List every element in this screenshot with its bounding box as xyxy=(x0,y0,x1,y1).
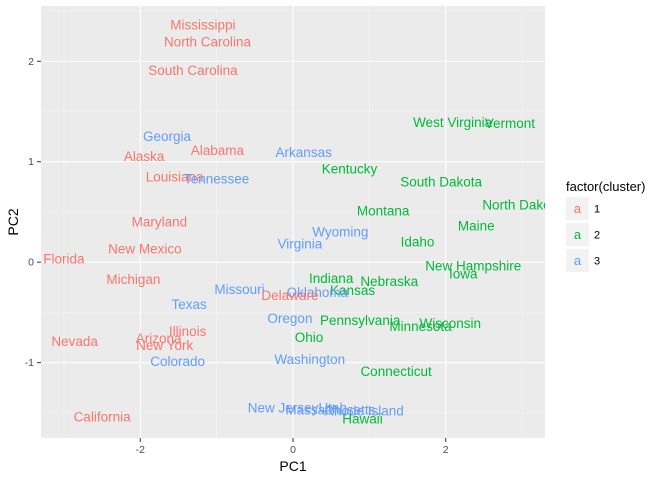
y-axis-title: PC2 xyxy=(5,208,21,235)
point-label-south-carolina: South Carolina xyxy=(148,63,238,78)
y-tick-label: -1 xyxy=(25,357,34,369)
point-label-delaware: Delaware xyxy=(261,288,318,303)
point-label-oregon: Oregon xyxy=(267,311,312,326)
point-label-connecticut: Connecticut xyxy=(360,364,432,379)
x-tick-label: 0 xyxy=(290,444,296,456)
point-label-kentucky: Kentucky xyxy=(322,161,378,176)
point-label-maine: Maine xyxy=(458,219,495,234)
point-label-montana: Montana xyxy=(357,203,410,218)
y-axis: -1 0 1 2 xyxy=(25,56,41,369)
point-label-alaska: Alaska xyxy=(124,149,165,164)
point-label-arizona: Arizona xyxy=(136,331,182,346)
point-label-idaho: Idaho xyxy=(401,235,435,250)
legend-key-glyph: a xyxy=(574,201,582,216)
legend-key xyxy=(566,197,589,220)
point-label-massachusetts: Massachusetts xyxy=(285,402,375,417)
point-label-virginia: Virginia xyxy=(277,237,322,252)
point-label-maryland: Maryland xyxy=(132,215,188,230)
point-label-oklahoma: Oklahoma xyxy=(287,285,349,300)
point-label-wisconsin: Wisconsin xyxy=(420,316,482,331)
y-tick-label: 0 xyxy=(28,257,34,269)
legend-label: 1 xyxy=(594,204,600,216)
point-label-tennessee: Tennessee xyxy=(184,171,249,186)
legend-key-glyph: a xyxy=(574,253,582,268)
point-label-new-jersey: New Jersey xyxy=(248,400,319,415)
legend-label: 3 xyxy=(594,256,600,268)
y-tick-label: 1 xyxy=(28,156,34,168)
x-tick-label: -2 xyxy=(136,444,145,456)
point-label-wyoming: Wyoming xyxy=(312,225,368,240)
point-label-minnesota: Minnesota xyxy=(389,319,452,334)
point-label-alabama: Alabama xyxy=(191,143,245,158)
point-label-pennsylvania: Pennsylvania xyxy=(320,313,401,328)
point-label-california: California xyxy=(74,409,132,424)
point-label-georgia: Georgia xyxy=(143,129,192,144)
point-label-florida: Florida xyxy=(43,252,85,267)
point-label-hawaii: Hawaii xyxy=(342,411,383,426)
point-label-mississippi: Mississippi xyxy=(170,18,235,33)
point-label-ohio: Ohio xyxy=(295,330,324,345)
point-label-rhode-island: Rhode Island xyxy=(324,403,404,418)
point-label-south-dakota: South Dakota xyxy=(400,174,482,189)
point-label-new-york: New York xyxy=(136,338,193,353)
legend-title: factor(cluster) xyxy=(566,179,645,194)
legend-label: 2 xyxy=(594,230,600,242)
point-label-nebraska: Nebraska xyxy=(360,274,418,289)
state-labels: Mississippi North Carolina South Carolina G… xyxy=(43,18,562,427)
point-label-illinois: Illinois xyxy=(169,324,207,339)
point-label-nevada: Nevada xyxy=(51,334,98,349)
point-label-north-dakota: North Dakota xyxy=(482,197,562,212)
legend: factor(cluster) a 1a 2a 3 xyxy=(566,179,645,272)
point-label-colorado: Colorado xyxy=(150,354,205,369)
point-label-arkansas: Arkansas xyxy=(276,145,333,160)
point-label-new-hampshire: New Hampshire xyxy=(425,259,521,274)
point-label-new-mexico: New Mexico xyxy=(108,242,182,257)
x-axis-title: PC1 xyxy=(279,458,306,474)
legend-key-glyph: a xyxy=(574,227,582,242)
point-label-texas: Texas xyxy=(172,297,208,312)
legend-key xyxy=(566,223,589,246)
point-label-indiana: Indiana xyxy=(309,271,354,286)
point-label-vermont: Vermont xyxy=(485,116,536,131)
point-label-west-virginia: West Virginia xyxy=(413,115,493,130)
legend-items: a 1a 2a 3 xyxy=(566,197,600,272)
legend-key xyxy=(566,249,589,272)
point-label-iowa: Iowa xyxy=(449,267,478,282)
point-label-washington: Washington xyxy=(274,352,345,367)
point-label-missouri: Missouri xyxy=(214,282,264,297)
point-label-kansas: Kansas xyxy=(330,283,375,298)
point-label-louisiana: Louisiana xyxy=(146,169,204,184)
point-label-utah: Utah xyxy=(318,400,347,415)
x-axis: -2 0 2 xyxy=(136,438,449,456)
point-label-michigan: Michigan xyxy=(106,272,160,287)
y-tick-label: 2 xyxy=(28,56,34,68)
point-label-north-carolina: North Carolina xyxy=(164,35,252,50)
major-gridlines xyxy=(41,6,545,438)
x-tick-label: 2 xyxy=(443,444,449,456)
